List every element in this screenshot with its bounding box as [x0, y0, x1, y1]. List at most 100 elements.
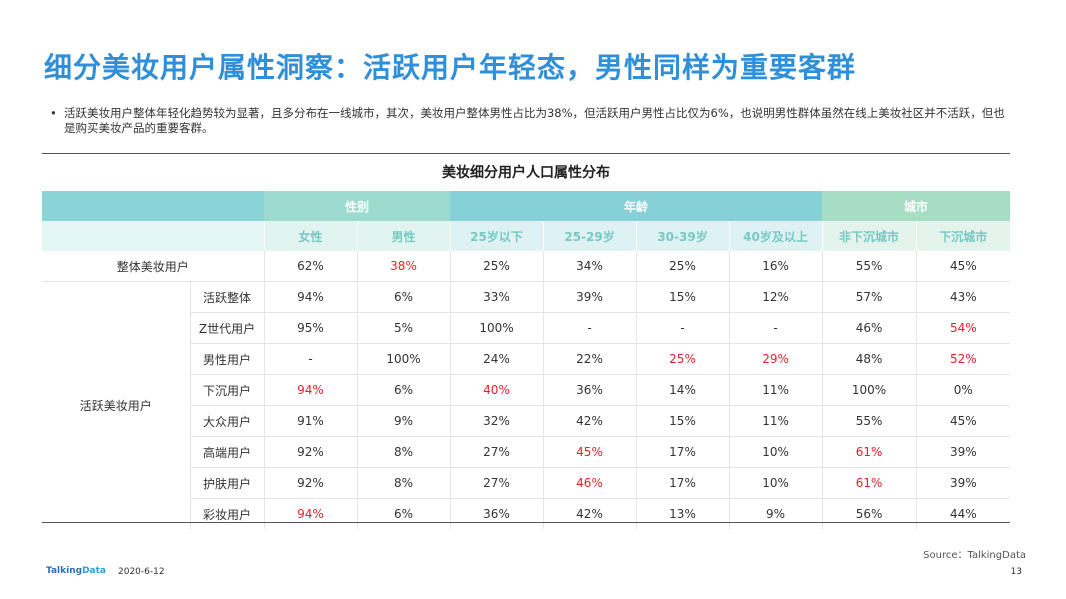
- table-cell: 36%: [449, 498, 544, 529]
- row-label: 彩妆用户: [189, 498, 264, 529]
- table-cell: 39%: [915, 436, 1011, 468]
- table-cell: 32%: [449, 405, 544, 437]
- table-cell: 45%: [542, 436, 637, 468]
- row-label: 整体美妆用户: [42, 251, 264, 282]
- table-cell: 27%: [449, 436, 544, 468]
- table-cell: 13%: [635, 498, 730, 529]
- table-row: 整体美妆用户 62% 38% 25% 34% 25% 16% 55% 45%: [42, 251, 1011, 282]
- table-cell: 8%: [356, 436, 451, 468]
- col-header: 40岁及以上: [728, 221, 823, 251]
- table-cell: 24%: [449, 343, 544, 375]
- table-cell: 48%: [821, 343, 917, 375]
- table-cell: 14%: [635, 374, 730, 406]
- table-row: Z世代用户 95% 5% 100% - - -46% 54%: [42, 312, 1011, 344]
- table-row: 彩妆用户 94% 6% 36% 42% 13% 9% 56% 44%: [42, 498, 1011, 529]
- col-header: 25-29岁: [542, 221, 637, 251]
- col-header: 30-39岁: [635, 221, 730, 251]
- page-number: 13: [1010, 567, 1022, 577]
- table-cell: 45%: [915, 251, 1011, 282]
- table-cell: 95%: [263, 312, 357, 344]
- table-cell: 11%: [728, 405, 823, 437]
- table-body: 整体美妆用户 62% 38% 25% 34% 25% 16% 55% 45% 活跃美妆用户 活跃整体…: [42, 251, 1011, 529]
- table-cell: 22%: [542, 343, 637, 375]
- group-header-city: 城市: [822, 191, 1011, 221]
- row-label: 大众用户: [189, 405, 264, 437]
- table-cell: 91%: [263, 405, 357, 437]
- table-cell: 94%: [263, 498, 357, 529]
- table-cell: -: [542, 312, 637, 344]
- table-cell: 10%: [728, 467, 823, 499]
- table-cell: 17%: [635, 436, 730, 468]
- page-title: 细分美妆用户属性洞察：活跃用户年轻态，男性同样为重要客群: [44, 51, 857, 84]
- table-cell: -: [263, 343, 357, 375]
- table-cell: 25%: [635, 251, 730, 282]
- row-label: 高端用户: [189, 436, 264, 468]
- bullet-dot: •: [50, 106, 57, 120]
- table-cell: 0%: [915, 374, 1011, 406]
- table-cell: 25%: [449, 251, 544, 282]
- table-cell: 57%: [821, 281, 917, 313]
- subheader-corner: [42, 221, 264, 251]
- table-row: 大众用户 91% 9% 32% 42% 15% 11% 55% 45%: [42, 405, 1011, 437]
- table-cell: 9%: [356, 405, 451, 437]
- table-cell: 61%: [821, 467, 917, 499]
- table-cell: 52%: [915, 343, 1011, 375]
- table-cell: 5%: [356, 312, 451, 344]
- row-label: 下沉用户: [189, 374, 264, 406]
- table-cell: 39%: [915, 467, 1011, 499]
- table-cell: 34%: [542, 251, 637, 282]
- table-cell: 94%: [263, 374, 357, 406]
- table-cell: 55%: [821, 251, 917, 282]
- table-caption: 美妆细分用户人口属性分布: [442, 165, 610, 181]
- col-header: 下沉城市: [915, 221, 1011, 251]
- table-cell: 100%: [449, 312, 544, 344]
- bottom-divider: [42, 522, 1010, 523]
- group-header-gender: 性别: [264, 191, 451, 221]
- table-cell: 92%: [263, 436, 357, 468]
- table-cell: 100%: [356, 343, 451, 375]
- table-row: 护肤用户 92% 8% 27% 46% 17% 10% 61% 39%: [42, 467, 1011, 499]
- summary-bullet: • 活跃美妆用户整体年轻化趋势较为显著，且多分布在一线城市，其次，美妆用户整体男…: [50, 106, 1010, 136]
- attribute-table: 性别 年龄 城市 女性 男性 25岁以下 25-29岁 30-39岁 40岁及以…: [42, 191, 1011, 529]
- table-row: 活跃美妆用户 活跃整体 94% 6% 33% 39% 15% 12% 57% 43%: [42, 281, 1011, 413]
- table-cell: 43%: [915, 281, 1011, 313]
- footer-date: 2020-6-12: [118, 567, 165, 577]
- table-cell: 40%: [449, 374, 544, 406]
- table-cell: -: [728, 312, 823, 344]
- col-header: 女性: [263, 221, 357, 251]
- table-cell: 15%: [635, 281, 730, 313]
- table-cell: 42%: [542, 498, 637, 529]
- table-row: 高端用户 92% 8% 27% 45% 17% 10% 61% 39%: [42, 436, 1011, 468]
- table-cell: 55%: [821, 405, 917, 437]
- table-cell: 61%: [821, 436, 917, 468]
- col-header: 25岁以下: [449, 221, 544, 251]
- row-label: 男性用户: [189, 343, 264, 375]
- table-cell: 10%: [728, 436, 823, 468]
- table-cell: 17%: [635, 467, 730, 499]
- table-cell: 33%: [449, 281, 544, 313]
- table-cell: 94%: [263, 281, 357, 313]
- table-cell: 12%: [728, 281, 823, 313]
- table-cell: 27%: [449, 467, 544, 499]
- table-cell: 44%: [915, 498, 1011, 529]
- table-cell: 38%: [356, 251, 451, 282]
- table-row: 下沉用户 94% 6% 40% 36% 14% 11% 100% 0%: [42, 374, 1011, 406]
- header-corner: [42, 191, 264, 221]
- table-cell: 6%: [356, 498, 451, 529]
- table-row: 男性用户 -100% 24% 22% 25% 29% 48% 52%: [42, 343, 1011, 375]
- table-cell: 9%: [728, 498, 823, 529]
- table-cell: 56%: [821, 498, 917, 529]
- table-cell: 45%: [915, 405, 1011, 437]
- table-cell: 92%: [263, 467, 357, 499]
- table-cell: -: [635, 312, 730, 344]
- row-label: Z世代用户: [189, 312, 264, 344]
- summary-text: 活跃美妆用户整体年轻化趋势较为显著，且多分布在一线城市，其次，美妆用户整体男性占…: [64, 106, 1005, 135]
- col-header: 非下沉城市: [821, 221, 917, 251]
- table-cell: 16%: [728, 251, 823, 282]
- table-cell: 36%: [542, 374, 637, 406]
- table-cell: 29%: [728, 343, 823, 375]
- table-cell: 46%: [542, 467, 637, 499]
- table-cell: 42%: [542, 405, 637, 437]
- group-header-age: 年龄: [450, 191, 823, 221]
- table-cell: 62%: [263, 251, 357, 282]
